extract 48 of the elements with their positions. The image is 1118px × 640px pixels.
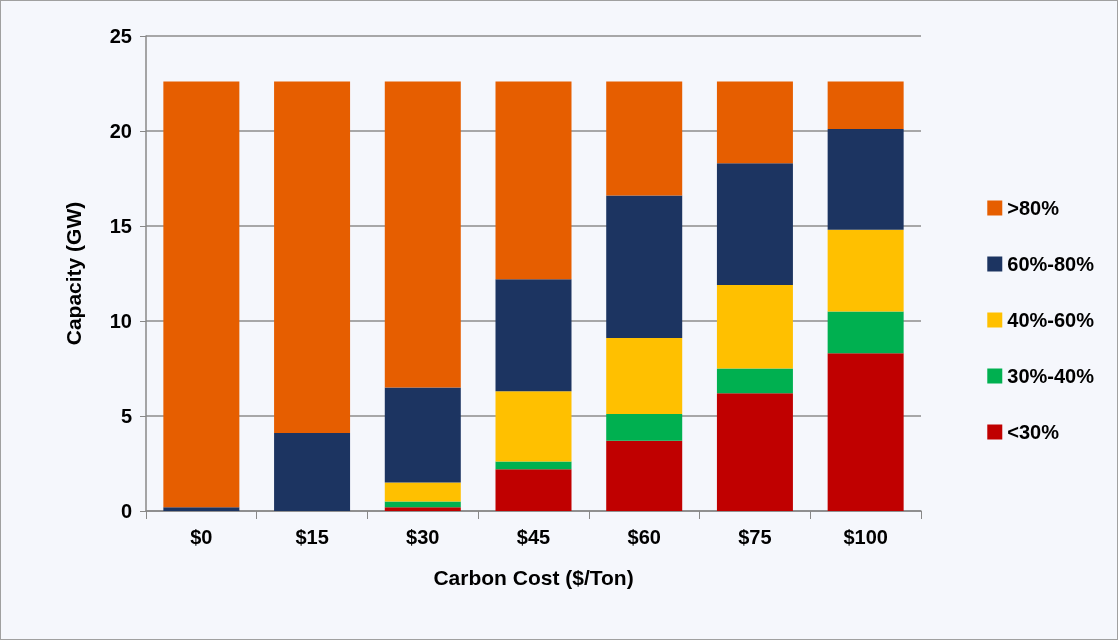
bar (163, 81, 240, 508)
y-tick-label: 5 (120, 405, 132, 427)
bar (606, 338, 683, 415)
x-tick-label: $0 (190, 526, 213, 548)
y-axis-title: Capacity (GW) (62, 201, 85, 346)
bar (606, 414, 683, 441)
x-axis-title: Carbon Cost ($/Ton) (433, 566, 634, 589)
y-tick-label: 0 (120, 500, 132, 522)
bar (495, 391, 572, 462)
bar (716, 393, 793, 511)
bar (495, 279, 572, 392)
x-tick-label: $45 (516, 526, 551, 548)
bar (827, 229, 904, 312)
bar (274, 81, 351, 434)
bar (606, 195, 683, 339)
x-tick-label: $30 (406, 526, 440, 548)
x-tick-label: $15 (295, 526, 329, 548)
legend-label: 30%-40% (1007, 365, 1095, 387)
bar (716, 81, 793, 164)
bar (495, 469, 572, 511)
x-tick-label: $60 (627, 526, 661, 548)
bar (384, 482, 461, 502)
y-tick-label: 10 (109, 310, 132, 332)
bar (606, 440, 683, 511)
bar (495, 461, 572, 470)
bar (827, 311, 904, 354)
bar (827, 353, 904, 511)
bar (716, 284, 793, 369)
bar (495, 81, 572, 280)
y-tick-label: 20 (109, 120, 132, 142)
bar (716, 163, 793, 285)
bar (384, 507, 461, 511)
bar (606, 81, 683, 196)
y-tick-label: 15 (109, 215, 132, 237)
y-tick-label: 25 (109, 25, 132, 47)
bar (274, 433, 351, 511)
x-tick-label: $100 (843, 526, 888, 548)
x-tick-label: $75 (738, 526, 772, 548)
bar (384, 387, 461, 483)
bar (384, 81, 461, 388)
bar (716, 368, 793, 394)
legend-label: >80% (1007, 197, 1060, 219)
bar (827, 129, 904, 230)
legend-label: <30% (1007, 421, 1060, 443)
bar (827, 81, 904, 130)
legend-label: 40%-60% (1007, 309, 1095, 331)
legend-label: 60%-80% (1007, 253, 1095, 275)
bar (163, 507, 240, 511)
